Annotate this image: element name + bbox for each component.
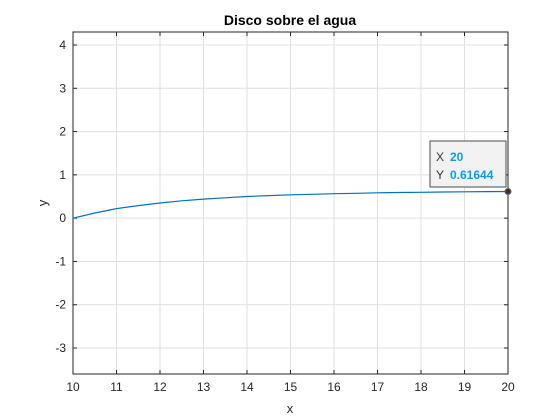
- x-tick-label: 14: [240, 380, 254, 394]
- y-tick-label: -3: [55, 341, 66, 355]
- chart-title: Disco sobre el agua: [224, 12, 356, 28]
- datatip-x-value: 20: [450, 150, 464, 164]
- x-tick-label: 15: [284, 380, 298, 394]
- datatip-marker[interactable]: [504, 187, 512, 195]
- datatip-y-label: Y: [436, 168, 444, 182]
- x-tick-label: 11: [110, 380, 123, 394]
- datatip-y-value: 0.61644: [450, 168, 494, 182]
- series-layer: [72, 190, 509, 219]
- x-axis-ticks: 10 11 12 13 14 15 16 17 18 19 20: [66, 32, 515, 394]
- x-tick-label: 18: [414, 380, 428, 394]
- y-tick-label: -2: [55, 298, 66, 312]
- datatip[interactable]: X 20 Y 0.61644: [429, 140, 512, 195]
- datatip-x-label: X: [436, 150, 444, 164]
- x-tick-label: 19: [458, 380, 472, 394]
- y-tick-label: 1: [59, 168, 66, 182]
- y-tick-label: 3: [59, 81, 66, 95]
- x-tick-label: 17: [371, 380, 385, 394]
- series-line: [72, 190, 509, 219]
- x-tick-label: 20: [501, 380, 515, 394]
- x-axis-label: x: [287, 401, 294, 416]
- x-tick-label: 16: [327, 380, 341, 394]
- y-tick-label: -1: [55, 254, 66, 268]
- y-tick-label: 2: [59, 125, 66, 139]
- y-tick-label: 4: [59, 38, 66, 52]
- x-tick-label: 13: [197, 380, 211, 394]
- y-axis-label: y: [35, 199, 50, 206]
- x-tick-label: 12: [153, 380, 167, 394]
- x-tick-label: 10: [66, 380, 80, 394]
- datatip-box: [429, 140, 507, 188]
- y-tick-label: 0: [59, 211, 66, 225]
